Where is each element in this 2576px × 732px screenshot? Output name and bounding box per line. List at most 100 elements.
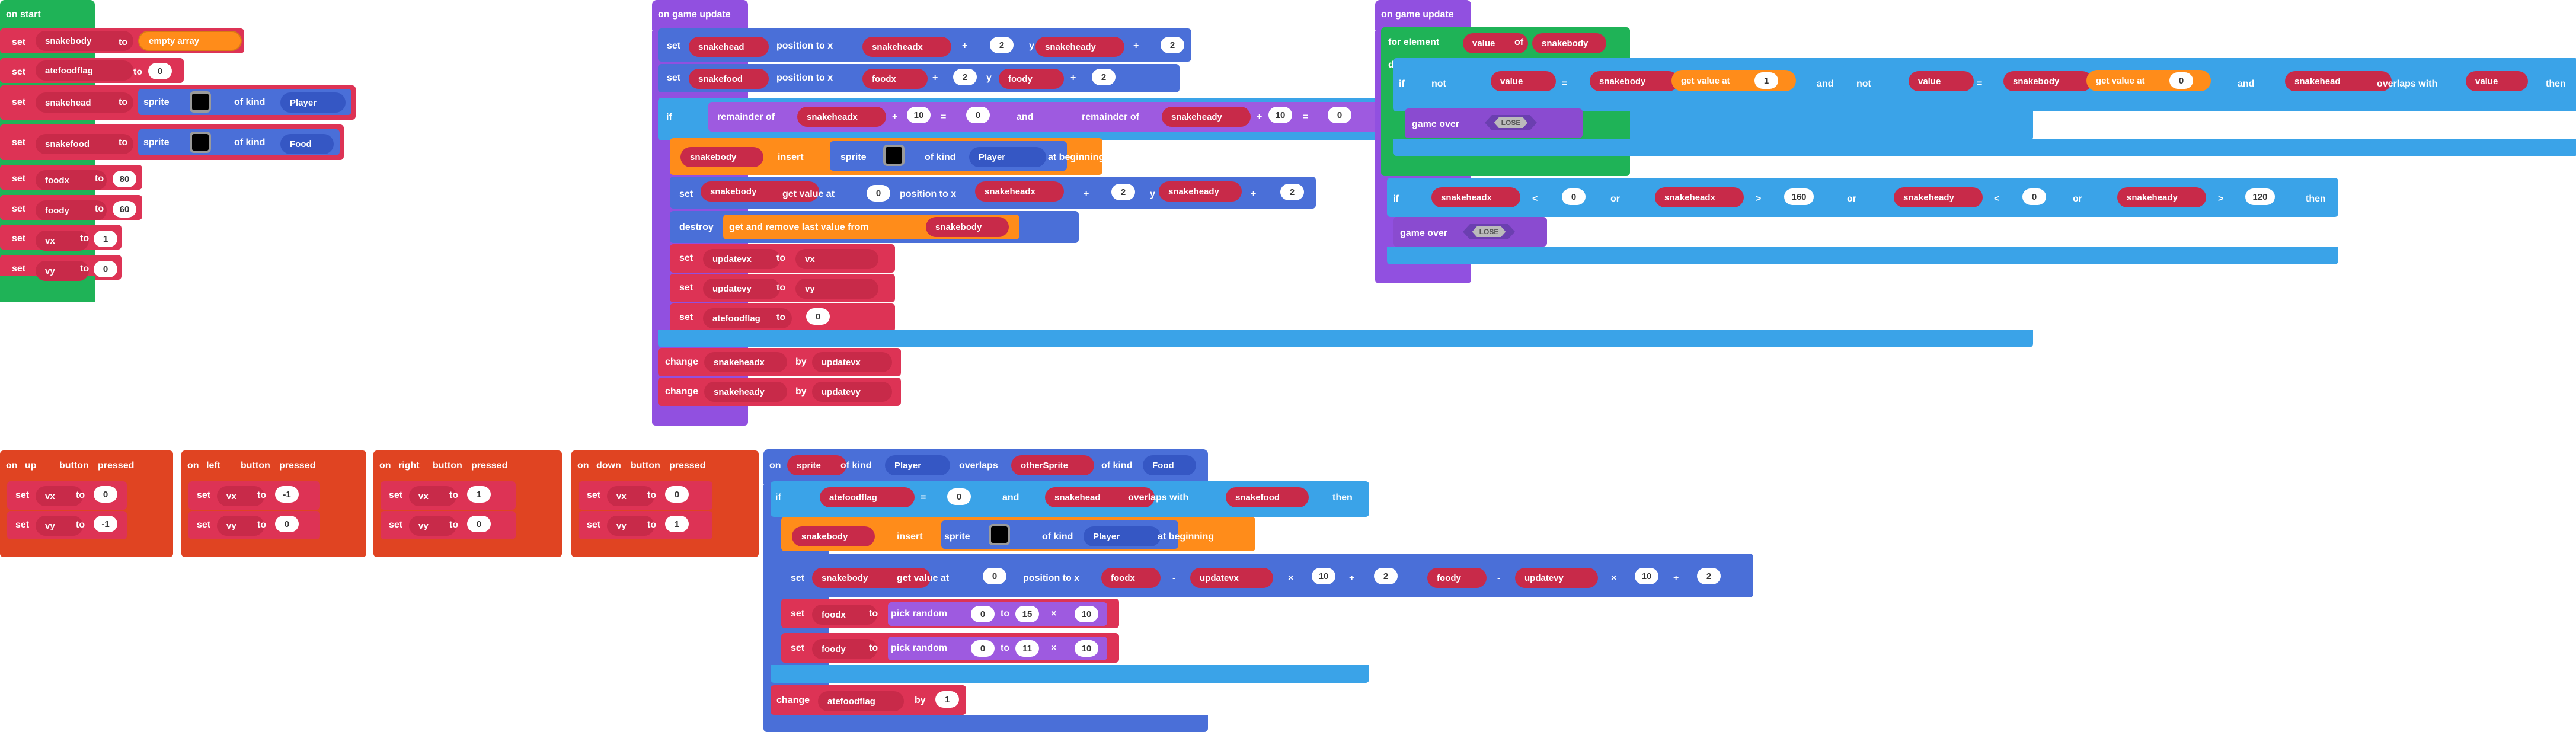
var-foody[interactable]: foody xyxy=(36,200,107,220)
var-updatevy[interactable]: updatevy xyxy=(812,382,892,402)
value-2[interactable]: 2 xyxy=(990,37,1014,53)
var-atefoodflag[interactable]: atefoodflag xyxy=(703,308,792,328)
var-snakefood[interactable]: snakefood xyxy=(36,134,133,154)
var-atefoodflag[interactable]: atefoodflag xyxy=(820,487,915,507)
var-othersprite[interactable]: otherSprite xyxy=(1011,455,1094,475)
var-vx[interactable]: vx xyxy=(795,249,878,269)
var-snakeheadx[interactable]: snakeheadx xyxy=(797,107,886,127)
for-element-bottom[interactable] xyxy=(1381,156,1630,176)
value-0[interactable]: 0 xyxy=(947,488,971,505)
remainder-compare-left[interactable] xyxy=(708,102,1088,132)
value-1[interactable]: 1 xyxy=(1754,72,1778,89)
value-0[interactable]: 0 xyxy=(665,486,689,503)
on-game-update-block[interactable] xyxy=(1375,0,1471,30)
var-value[interactable]: value xyxy=(1909,71,1974,91)
value-120[interactable]: 120 xyxy=(2245,188,2275,205)
value-1[interactable]: 1 xyxy=(935,691,959,708)
var-snakeheadx[interactable]: snakeheadx xyxy=(704,352,787,372)
var-foodx[interactable]: foodx xyxy=(812,605,877,625)
value-1[interactable]: 1 xyxy=(467,486,491,503)
var-vy[interactable]: vy xyxy=(795,279,878,299)
value-0[interactable]: 0 xyxy=(806,308,830,325)
if-block-bottom[interactable] xyxy=(658,330,2033,347)
var-value[interactable]: value xyxy=(1491,71,1556,91)
var-snakehead[interactable]: snakehead xyxy=(36,92,133,113)
var-vx[interactable]: vx xyxy=(409,486,456,506)
value-0[interactable]: 0 xyxy=(971,606,995,622)
kind-food[interactable]: Food xyxy=(280,134,334,154)
var-foodx[interactable]: foodx xyxy=(36,170,107,190)
kind-player[interactable]: Player xyxy=(1084,526,1161,546)
kind-food[interactable]: Food xyxy=(1143,455,1196,475)
var-vy[interactable]: vy xyxy=(217,516,264,536)
value-0[interactable]: 0 xyxy=(966,107,990,123)
var-updatevy[interactable]: updatevy xyxy=(1515,568,1598,588)
var-vx[interactable]: vx xyxy=(36,231,89,251)
sprite-image-swatch[interactable] xyxy=(190,91,211,113)
var-snakebody[interactable]: snakebody xyxy=(2003,71,2092,91)
var-value[interactable]: value xyxy=(2466,71,2528,91)
value-2[interactable]: 2 xyxy=(953,69,977,85)
value-2[interactable]: 2 xyxy=(1280,184,1304,200)
var-foody[interactable]: foody xyxy=(999,69,1064,89)
sprite-image-swatch[interactable] xyxy=(883,145,905,166)
var-snakeheadx[interactable]: snakeheadx xyxy=(862,37,951,57)
value-1[interactable]: 1 xyxy=(94,231,117,247)
value-10[interactable]: 10 xyxy=(1075,606,1098,622)
var-vx[interactable]: vx xyxy=(607,486,654,506)
value-neg1[interactable]: -1 xyxy=(94,516,117,532)
var-vy[interactable]: vy xyxy=(607,516,654,536)
value-160[interactable]: 160 xyxy=(1784,188,1814,205)
var-updatevx[interactable]: updatevx xyxy=(812,352,892,372)
value-1[interactable]: 1 xyxy=(665,516,689,532)
var-snakehead[interactable]: snakehead xyxy=(689,37,769,57)
var-snakebody[interactable]: snakebody xyxy=(680,147,763,167)
var-sprite[interactable]: sprite xyxy=(787,455,846,475)
var-vx[interactable]: vx xyxy=(36,486,83,506)
var-snakebody[interactable]: snakebody xyxy=(792,526,875,546)
var-snakeheady[interactable]: snakeheady xyxy=(704,382,787,402)
kind-player[interactable]: Player xyxy=(969,147,1046,167)
value-0[interactable]: 0 xyxy=(983,568,1006,584)
var-value[interactable]: value xyxy=(1463,33,1528,53)
value-10[interactable]: 10 xyxy=(1268,107,1292,123)
var-snakeheady[interactable]: snakeheady xyxy=(1159,181,1242,202)
var-snakeheadx[interactable]: snakeheadx xyxy=(1655,187,1744,207)
value-2[interactable]: 2 xyxy=(1697,568,1721,584)
value-80[interactable]: 80 xyxy=(113,171,136,187)
var-snakehead[interactable]: snakehead xyxy=(2285,71,2392,91)
value-11[interactable]: 11 xyxy=(1015,640,1039,657)
var-foody[interactable]: foody xyxy=(1427,568,1487,588)
var-vy[interactable]: vy xyxy=(36,516,83,536)
var-snakefood[interactable]: snakefood xyxy=(1226,487,1309,507)
var-snakeheady[interactable]: snakeheady xyxy=(1035,37,1124,57)
value-0[interactable]: 0 xyxy=(867,185,890,202)
var-snakeheadx[interactable]: snakeheadx xyxy=(1431,187,1520,207)
value-60[interactable]: 60 xyxy=(113,201,136,218)
var-snakeheady[interactable]: snakeheady xyxy=(1162,107,1251,127)
var-snakefood[interactable]: snakefood xyxy=(689,69,769,89)
var-vx[interactable]: vx xyxy=(217,486,264,506)
on-game-update-block[interactable] xyxy=(652,0,748,30)
var-snakebody[interactable]: snakebody xyxy=(36,31,133,51)
if-block-bottom[interactable] xyxy=(1387,247,2338,264)
var-snakeheady[interactable]: snakeheady xyxy=(2117,187,2206,207)
sprite-image-swatch[interactable] xyxy=(190,132,211,153)
value-0[interactable]: 0 xyxy=(1328,107,1351,123)
if-block-bottom[interactable] xyxy=(771,665,1369,683)
if-block-bottom[interactable] xyxy=(1393,139,2576,156)
pick-random-block[interactable] xyxy=(888,637,1107,660)
value-0[interactable]: 0 xyxy=(148,63,172,79)
value-2[interactable]: 2 xyxy=(1161,37,1184,53)
value-10[interactable]: 10 xyxy=(1312,568,1335,584)
value-2[interactable]: 2 xyxy=(1374,568,1398,584)
var-snakeheady[interactable]: snakeheady xyxy=(1894,187,1983,207)
value-0[interactable]: 0 xyxy=(94,486,117,503)
value-0[interactable]: 0 xyxy=(2022,188,2046,205)
value-0[interactable]: 0 xyxy=(467,516,491,532)
value-0[interactable]: 0 xyxy=(971,640,995,657)
var-foodx[interactable]: foodx xyxy=(1101,568,1161,588)
lose-value-hex[interactable]: LOSE xyxy=(1485,115,1537,130)
var-snakehead[interactable]: snakehead xyxy=(1045,487,1155,507)
value-10[interactable]: 10 xyxy=(907,107,931,123)
